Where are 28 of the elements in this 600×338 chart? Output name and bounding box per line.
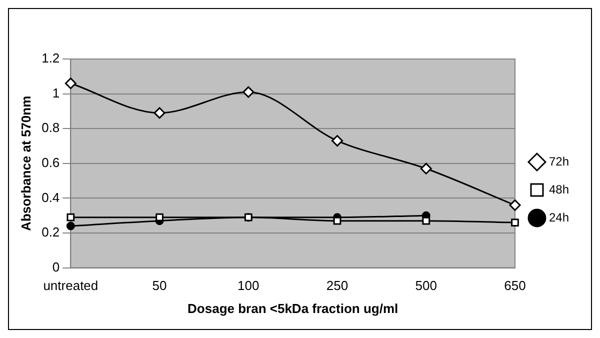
x-tick-label: 650 bbox=[504, 278, 526, 294]
x-tick-label: 50 bbox=[152, 278, 167, 294]
y-tick-label: 0.6 bbox=[42, 154, 60, 170]
y-tick-label: 0.4 bbox=[42, 190, 60, 205]
point bbox=[66, 213, 75, 222]
point bbox=[509, 199, 521, 211]
x-axis-title: Dosage bran <5kDa fraction ug/ml bbox=[188, 300, 398, 316]
y-tick-label: 1 bbox=[52, 85, 60, 100]
point bbox=[66, 222, 75, 230]
y-tick-label: 0.8 bbox=[42, 120, 60, 136]
x-tick-label: untreated bbox=[43, 278, 98, 294]
x-tick-label: 100 bbox=[238, 278, 260, 294]
legend-label: 48h bbox=[548, 182, 570, 196]
point bbox=[420, 162, 432, 174]
point bbox=[64, 78, 76, 90]
x-tick-label: 250 bbox=[326, 278, 348, 294]
point bbox=[511, 218, 519, 226]
point bbox=[242, 86, 254, 98]
x-tick-label: 500 bbox=[415, 278, 437, 294]
point bbox=[422, 216, 430, 225]
y-axis-title: Absorbance at 570nm bbox=[18, 96, 34, 231]
point bbox=[154, 107, 166, 119]
y-tick-label: 0 bbox=[52, 259, 60, 274]
legend-label: 24h bbox=[548, 210, 570, 224]
point bbox=[332, 135, 344, 147]
y-tick-label: 0.2 bbox=[42, 224, 60, 240]
legend-label: 72h bbox=[548, 154, 570, 168]
y-tick-label: 1.2 bbox=[42, 50, 60, 66]
